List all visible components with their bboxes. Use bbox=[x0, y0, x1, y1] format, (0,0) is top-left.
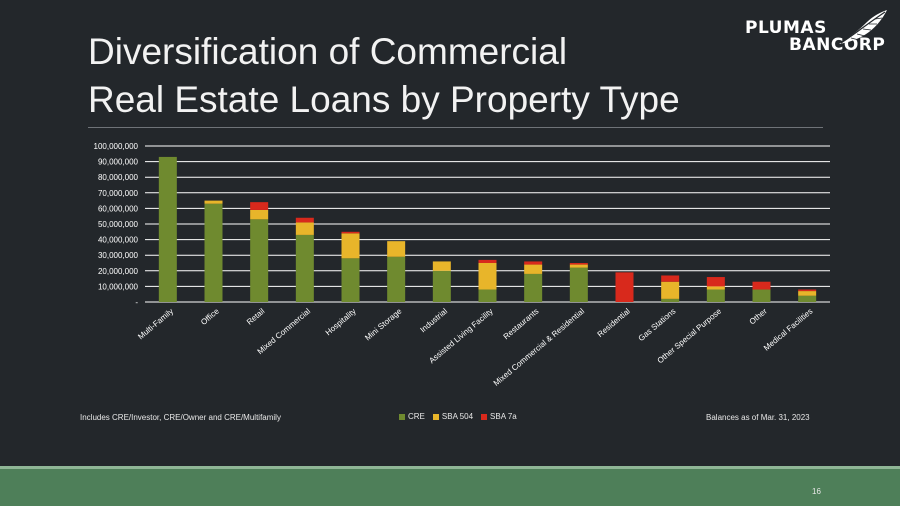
bar-segment bbox=[706, 286, 725, 290]
footnote-balances-date: Balances as of Mar. 31, 2023 bbox=[706, 413, 810, 422]
bar-segment bbox=[798, 295, 817, 302]
bar-segment bbox=[661, 275, 680, 282]
bar-segment bbox=[432, 270, 451, 302]
bar-segment bbox=[250, 209, 269, 220]
bar-segment bbox=[158, 156, 177, 302]
footnote-includes: Includes CRE/Investor, CRE/Owner and CRE… bbox=[80, 413, 281, 422]
x-tick-label: Multi-Family bbox=[136, 307, 175, 342]
x-tick-label: Medical Facilities bbox=[762, 307, 814, 353]
bar-segment bbox=[387, 256, 406, 302]
bar-segment bbox=[798, 291, 817, 296]
legend-item-cre: CRE bbox=[399, 412, 425, 421]
x-tick-label: Retail bbox=[245, 306, 267, 326]
bar-segment bbox=[478, 263, 497, 290]
y-tick-label: 60,000,000 bbox=[98, 204, 139, 213]
legend-label-sba504: SBA 504 bbox=[441, 412, 474, 421]
bar-segment bbox=[569, 263, 588, 265]
legend-label-cre: CRE bbox=[408, 412, 425, 421]
bar-segment bbox=[798, 289, 817, 292]
x-tick-label: Mini Storage bbox=[363, 306, 404, 342]
bar-segment bbox=[204, 200, 223, 204]
bar-segment bbox=[661, 298, 680, 302]
x-tick-label: Residential bbox=[596, 306, 632, 338]
bar-segment bbox=[341, 258, 360, 302]
footer-band-edge bbox=[0, 466, 900, 469]
legend-swatch-sba504 bbox=[432, 413, 439, 420]
bar-segment bbox=[524, 273, 543, 302]
bar-segment bbox=[524, 261, 543, 265]
bar-segment bbox=[250, 202, 269, 210]
bar-segment bbox=[295, 234, 314, 302]
bar-segment bbox=[295, 222, 314, 235]
slide-title: Diversification of Commercial Real Estat… bbox=[88, 28, 728, 124]
x-tick-label: Gas Stations bbox=[637, 307, 678, 343]
loans-by-property-type-chart: - 10,000,000 20,000,000 30,000,000 40,000,00… bbox=[94, 142, 830, 388]
x-tick-label: Other bbox=[748, 306, 769, 326]
x-tick-label: Office bbox=[199, 306, 221, 327]
logo-text-plumas: PLUMAS bbox=[745, 18, 827, 38]
bar-segment bbox=[752, 281, 771, 290]
y-tick-label: 50,000,000 bbox=[98, 220, 139, 229]
y-tick-label: - bbox=[135, 298, 138, 307]
bar-segment bbox=[204, 203, 223, 302]
y-tick-label: 30,000,000 bbox=[98, 251, 139, 260]
y-tick-label: 10,000,000 bbox=[98, 282, 139, 291]
bar-segment bbox=[295, 217, 314, 223]
legend-item-sba504: SBA 504 bbox=[432, 412, 474, 421]
bar-segment bbox=[615, 272, 634, 302]
chart-legend: CRE SBA 504 SBA 7a bbox=[399, 412, 517, 421]
bar-segment bbox=[569, 267, 588, 302]
bar-segment bbox=[752, 289, 771, 302]
footer-band bbox=[0, 466, 900, 506]
x-tick-label: Industrial bbox=[418, 306, 449, 334]
title-divider bbox=[88, 127, 823, 128]
y-tick-label: 80,000,000 bbox=[98, 173, 139, 182]
bar-segment bbox=[341, 231, 360, 234]
x-tick-label: Hospitality bbox=[324, 307, 358, 338]
bar-segment bbox=[250, 219, 269, 302]
legend-swatch-cre bbox=[399, 413, 405, 420]
bar-segment bbox=[432, 261, 451, 271]
slide-title-line-2: Real Estate Loans by Property Type bbox=[88, 79, 680, 120]
bar-segment bbox=[524, 264, 543, 274]
bar-segment bbox=[706, 277, 725, 287]
bar-segment bbox=[387, 241, 406, 257]
x-tick-label: Restaurants bbox=[502, 307, 541, 342]
bar-segment bbox=[706, 289, 725, 302]
bar-segment bbox=[478, 259, 497, 263]
bar-segment bbox=[569, 264, 588, 268]
bar-segment bbox=[661, 281, 680, 299]
y-tick-label: 20,000,000 bbox=[98, 267, 139, 276]
slide-title-line-1: Diversification of Commercial bbox=[88, 31, 568, 72]
plumas-bancorp-logo: PLUMAS BANCORP bbox=[742, 10, 892, 58]
y-tick-label: 90,000,000 bbox=[98, 158, 139, 167]
logo-text-bancorp: BANCORP bbox=[789, 35, 886, 55]
legend-label-sba7a: SBA 7a bbox=[490, 412, 517, 421]
bar-segment bbox=[341, 233, 360, 259]
legend-swatch-sba7a bbox=[481, 413, 488, 420]
y-tick-label: 100,000,000 bbox=[94, 142, 139, 151]
y-tick-label: 40,000,000 bbox=[98, 236, 139, 245]
legend-item-sba7a: SBA 7a bbox=[481, 412, 517, 421]
x-tick-label: Mixed Commercial & Residential bbox=[492, 306, 587, 387]
page-number: 16 bbox=[812, 487, 821, 496]
y-tick-label: 70,000,000 bbox=[98, 189, 139, 198]
feather-leaf-icon bbox=[839, 10, 887, 44]
bar-segment bbox=[478, 289, 497, 302]
